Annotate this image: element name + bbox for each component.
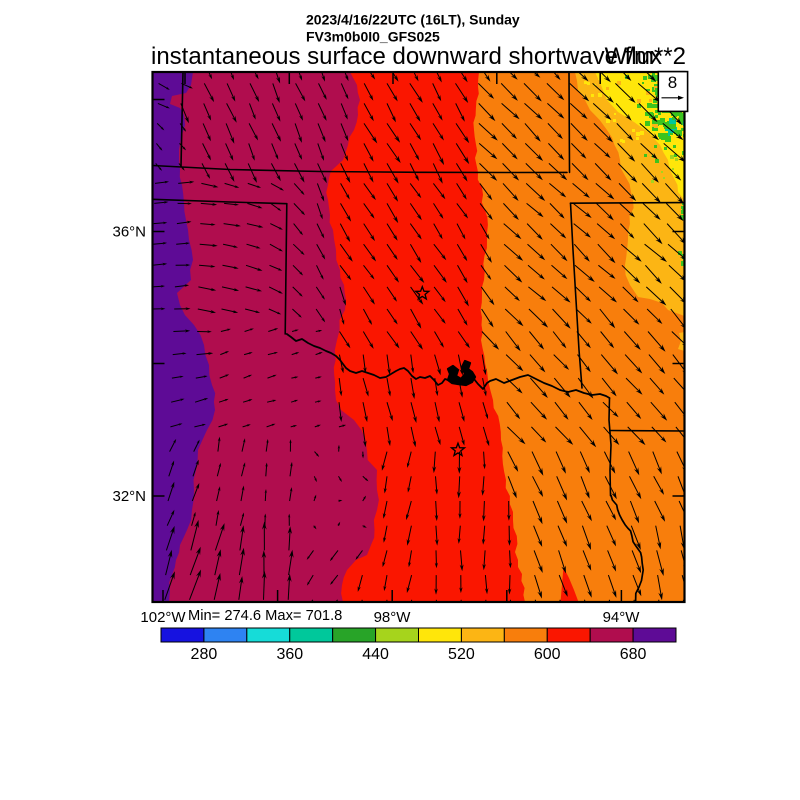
svg-text:98°W: 98°W [374,609,412,626]
svg-text:440: 440 [362,646,389,663]
svg-text:680: 680 [620,646,647,663]
svg-text:FV3m0b0I0_GFS025: FV3m0b0I0_GFS025 [306,29,440,45]
svg-text:520: 520 [448,646,475,663]
svg-text:W/m**2: W/m**2 [605,43,686,70]
svg-text:36°N: 36°N [112,224,146,241]
svg-text:360: 360 [276,646,303,663]
svg-text:600: 600 [534,646,561,663]
svg-text:instantaneous surface downward: instantaneous surface downward shortwave… [151,43,662,70]
svg-text:2023/4/16/22UTC (16LT), Sunday: 2023/4/16/22UTC (16LT), Sunday [306,12,520,28]
svg-text:280: 280 [191,646,218,663]
svg-text:32°N: 32°N [112,488,146,505]
svg-text:8: 8 [668,73,677,92]
svg-text:Min= 274.6 Max= 701.8: Min= 274.6 Max= 701.8 [188,608,342,624]
svg-text:102°W: 102°W [140,609,186,626]
svg-text:94°W: 94°W [603,609,641,626]
